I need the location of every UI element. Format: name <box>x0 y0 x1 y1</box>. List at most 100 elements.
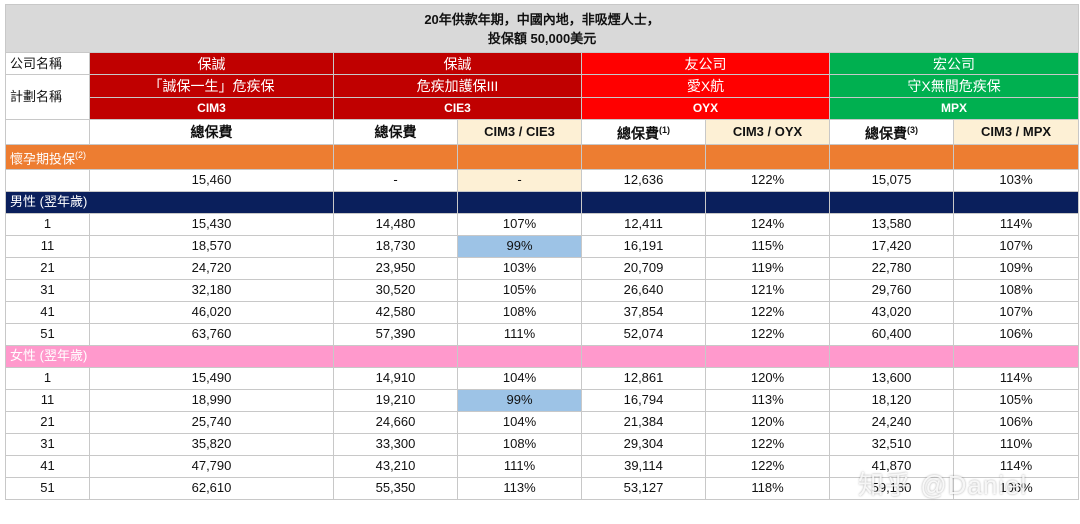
value-cell: 37,854 <box>581 300 706 324</box>
value-cell: 35,820 <box>89 432 334 456</box>
section-cell <box>705 190 830 214</box>
value-cell: 120% <box>705 410 830 434</box>
watermark: 知乎 @Daniel <box>858 470 1028 500</box>
header-total-mpx: 總保費(3) <box>829 119 954 145</box>
value-cell: 41,870 <box>829 454 954 478</box>
company-oyx: 友公司 <box>581 52 830 75</box>
value-cell: 103% <box>952 168 1080 192</box>
age-cell: 11 <box>5 388 90 412</box>
title-line-1: 20年供款年期，中國內地，非吸煙人士， <box>424 11 660 27</box>
premium-comparison-table: 20年供款年期，中國內地，非吸煙人士， 投保額 50,000美元 公司名稱 保誠… <box>4 4 1080 500</box>
age-cell: 51 <box>5 322 90 346</box>
company-mpx: 宏公司 <box>828 52 1080 75</box>
value-cell: 17,420 <box>829 234 954 258</box>
pregnancy-label-text: 懷孕期投保 <box>10 150 76 166</box>
section-cell <box>952 143 1080 170</box>
value-cell: 108% <box>457 300 582 324</box>
header-total-oyx-text: 總保費 <box>617 125 659 142</box>
value-cell: 104% <box>457 366 582 390</box>
age-cell: 31 <box>5 278 90 302</box>
age-cell: 1 <box>5 212 90 236</box>
table-row: 1 15,430 14,480 107% 12,411 124% 13,580 114% <box>5 212 1080 236</box>
section-cell <box>829 190 954 214</box>
value-cell: 30,520 <box>333 278 458 302</box>
value-cell: 18,120 <box>829 388 954 412</box>
plan-label: 計劃名稱 <box>5 74 90 120</box>
value-cell: 99% <box>457 234 582 258</box>
table-row: 15,460 - - 12,636 122% 15,075 103% <box>5 168 1080 192</box>
section-cell <box>457 190 582 214</box>
table-title: 20年供款年期，中國內地，非吸煙人士， 投保額 50,000美元 <box>4 4 1080 53</box>
section-cell <box>705 344 830 368</box>
section-cell <box>952 190 1080 214</box>
age-cell: 41 <box>5 300 90 324</box>
code-row: CIM3 CIE3 OYX MPX <box>6 96 1080 120</box>
section-male-label: 男性 (翌年歲) <box>5 190 334 214</box>
value-cell: 26,640 <box>581 278 706 302</box>
section-cell <box>333 143 458 170</box>
value-cell: 15,490 <box>89 366 334 390</box>
company-cie3: 保誠 <box>333 52 582 75</box>
age-cell: 21 <box>5 410 90 434</box>
value-cell: 122% <box>705 322 830 346</box>
table-row: 21 25,740 24,660 104% 21,384 120% 24,240 106% <box>5 410 1080 434</box>
value-cell: 114% <box>952 212 1080 236</box>
value-cell: 109% <box>952 256 1080 280</box>
value-cell: 118% <box>705 476 830 500</box>
section-cell <box>333 344 458 368</box>
table-row: 11 18,570 18,730 99% 16,191 115% 17,420 107% <box>5 234 1080 258</box>
section-cell <box>581 190 706 214</box>
age-cell: 41 <box>5 454 90 478</box>
value-cell: 111% <box>457 322 582 346</box>
company-label: 公司名稱 <box>5 52 90 75</box>
value-cell: 29,304 <box>581 432 706 456</box>
value-cell: 107% <box>952 234 1080 258</box>
value-cell: 106% <box>952 322 1080 346</box>
section-cell <box>581 143 706 170</box>
title-row: 20年供款年期，中國內地，非吸煙人士， 投保額 50,000美元 <box>4 4 1080 53</box>
plan-row: 計劃名稱 「誠保一生」危疾保 危疾加護保III 愛X航 守X無間危疾保 <box>5 74 1080 120</box>
value-cell: 24,720 <box>89 256 334 280</box>
value-cell: 105% <box>457 278 582 302</box>
value-cell: 122% <box>705 432 830 456</box>
value-cell: 111% <box>457 454 582 478</box>
age-cell: 21 <box>5 256 90 280</box>
section-pregnancy: 懷孕期投保(2) <box>5 143 1080 170</box>
value-cell: 122% <box>705 454 830 478</box>
code-oyx: OYX <box>581 96 830 120</box>
value-cell: 99% <box>457 388 582 412</box>
table-row: 31 32,180 30,520 105% 26,640 121% 29,760 108% <box>5 278 1080 302</box>
value-cell: 13,600 <box>829 366 954 390</box>
table-row: 31 35,820 33,300 108% 29,304 122% 32,510 110% <box>5 432 1080 456</box>
column-header-row: 總保費 總保費 CIM3 / CIE3 總保費(1) CIM3 / OYX 總保… <box>5 119 1080 145</box>
section-cell <box>829 344 954 368</box>
table-row: 1 15,490 14,910 104% 12,861 120% 13,600 114% <box>5 366 1080 390</box>
company-row: 公司名稱 保誠 保誠 友公司 宏公司 <box>5 52 1080 75</box>
section-cell <box>829 143 954 170</box>
value-cell: 113% <box>705 388 830 412</box>
female-rows: 1 15,490 14,910 104% 12,861 120% 13,600 114% 11 1… <box>5 366 1080 500</box>
value-cell: 12,411 <box>581 212 706 236</box>
value-cell: 62,610 <box>89 476 334 500</box>
value-cell: 14,480 <box>333 212 458 236</box>
value-cell: 19,210 <box>333 388 458 412</box>
value-cell: 43,020 <box>829 300 954 324</box>
value-cell: 103% <box>457 256 582 280</box>
value-cell: 18,990 <box>89 388 334 412</box>
plan-cie3: 危疾加護保III <box>333 74 582 98</box>
section-cell <box>952 344 1080 368</box>
company-cim3: 保誠 <box>89 52 334 75</box>
table-row: 11 18,990 19,210 99% 16,794 113% 18,120 105% <box>5 388 1080 412</box>
value-cell: 18,730 <box>333 234 458 258</box>
header-total-cim3: 總保費 <box>89 119 334 145</box>
value-cell: 15,460 <box>89 168 334 192</box>
value-cell: 104% <box>457 410 582 434</box>
value-cell: 122% <box>705 168 830 192</box>
footnote-3: (3) <box>907 125 918 135</box>
section-cell <box>581 344 706 368</box>
value-cell: 21,384 <box>581 410 706 434</box>
header-total-mpx-text: 總保費 <box>865 125 907 142</box>
value-cell: 106% <box>952 410 1080 434</box>
value-cell: 59,180 <box>829 476 954 500</box>
value-cell: 47,790 <box>89 454 334 478</box>
